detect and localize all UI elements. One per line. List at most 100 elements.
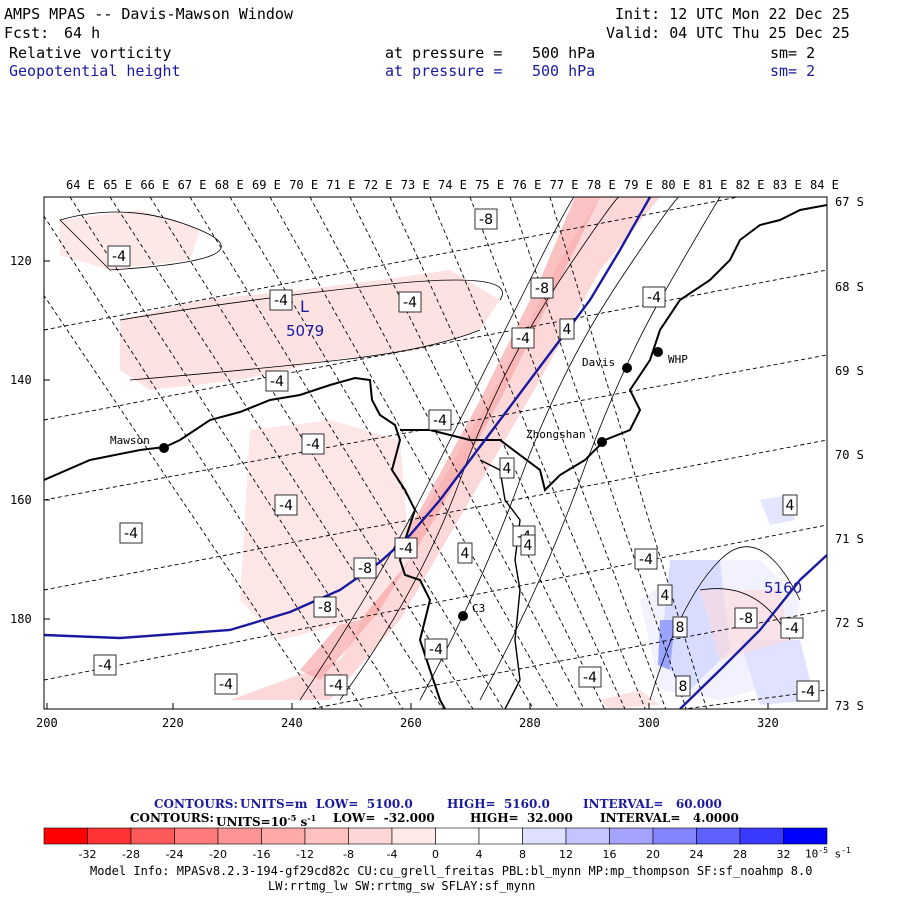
colorbar-tick-label: 32 xyxy=(777,848,791,861)
top-lon-label: 66 E xyxy=(140,178,169,192)
vorticity-label-box xyxy=(578,666,602,688)
station-label-mawson: Mawson xyxy=(110,434,150,447)
colorbar-cell xyxy=(87,827,132,845)
right-lat-label: 73 S xyxy=(835,699,864,713)
top-lon-label: 67 E xyxy=(178,178,207,192)
top-lon-label: 68 E xyxy=(215,178,244,192)
colorbar-cell xyxy=(435,827,480,845)
vorticity-label-box xyxy=(657,584,673,606)
colorbar-cell xyxy=(609,827,654,845)
vorticity-label: -4 xyxy=(403,295,417,311)
colorbar-tick-label: 24 xyxy=(690,848,704,861)
field-2-name: Geopotential height xyxy=(9,62,181,80)
colorbar-tick-label: 28 xyxy=(733,848,747,861)
top-lon-label: 72 E xyxy=(364,178,393,192)
vorticity-label-box xyxy=(394,537,418,559)
vorticity-label-box xyxy=(734,607,758,629)
vorticity-label-box xyxy=(672,616,688,638)
top-lon-label: 76 E xyxy=(512,178,541,192)
bottom-axis-tick-label: 240 xyxy=(281,716,303,730)
vorticity-label: -4 xyxy=(329,678,343,694)
map-plot-area xyxy=(44,197,827,709)
contours-height-high: HIGH= 5160.0 xyxy=(447,797,550,811)
vorticity-label-box xyxy=(474,208,498,230)
colorbar-cell xyxy=(174,827,219,845)
vorticity-label: -4 xyxy=(98,658,112,674)
vorticity-label: 8 xyxy=(679,679,688,695)
colorbar-tick-label: 16 xyxy=(603,848,617,861)
model-info-line-1: Model Info: MPASv8.2.3-194-gf29cd82c CU:… xyxy=(90,864,813,878)
vorticity-label: -4 xyxy=(516,331,530,347)
colorbar-tick-label: -8 xyxy=(343,848,354,861)
contours-vort-interval: INTERVAL= 4.0000 xyxy=(600,811,739,825)
left-axis-labels: 120 140 160 180 xyxy=(10,254,32,626)
colorbar-cell xyxy=(652,827,697,845)
vorticity-label: -8 xyxy=(318,600,332,616)
plot-frame xyxy=(43,196,828,710)
vorticity-label: 4 xyxy=(524,538,533,554)
vorticity-label: -4 xyxy=(801,684,815,700)
vorticity-label-box xyxy=(353,557,377,579)
vorticity-label: -4 xyxy=(433,413,447,429)
valid-time: Valid: 04 UTC Thu 25 Dec 25 xyxy=(606,24,850,42)
bottom-axis-tick-label: 300 xyxy=(638,716,660,730)
top-lon-label: 75 E xyxy=(475,178,504,192)
vorticity-label-box xyxy=(796,680,820,702)
top-lon-label: 79 E xyxy=(624,178,653,192)
vorticity-label: -4 xyxy=(219,677,233,693)
colorbar-tick-label: 4 xyxy=(476,848,483,861)
vorticity-label: -4 xyxy=(647,290,661,306)
vorticity-label: 4 xyxy=(563,322,572,338)
station-label-c3: C3 xyxy=(472,602,485,615)
vorticity-label: -4 xyxy=(306,437,320,453)
bottom-axis-tick-label: 220 xyxy=(162,716,184,730)
vorticity-label: -8 xyxy=(358,561,372,577)
vorticity-label-box xyxy=(313,596,337,618)
vorticity-label: 4 xyxy=(661,588,670,604)
contours-vort-low: LOW= -32.000 xyxy=(333,811,435,825)
vorticity-label: -8 xyxy=(535,281,549,297)
contours-vort-prefix: CONTOURS: xyxy=(130,811,214,825)
right-lat-label: 69 S xyxy=(835,364,864,378)
vorticity-label-box xyxy=(642,286,666,308)
vorticity-label: -4 xyxy=(112,249,126,265)
vorticity-label-box xyxy=(93,654,117,676)
colorbar-cell xyxy=(348,827,393,845)
right-lat-label: 67 S xyxy=(835,195,864,209)
coastline xyxy=(44,204,827,709)
vorticity-label: -4 xyxy=(583,670,597,686)
top-lon-label: 69 E xyxy=(252,178,281,192)
colorbar-cell xyxy=(391,827,436,845)
init-time: Init: 12 UTC Mon 22 Dec 25 xyxy=(615,5,850,23)
inland-line xyxy=(479,459,521,709)
left-axis-tick-label: 120 xyxy=(10,254,32,268)
vorticity-label-box xyxy=(398,291,422,313)
fcst-label: Fcst: xyxy=(4,24,50,42)
left-axis-tick-label: 180 xyxy=(10,612,32,626)
low-marker-label: L xyxy=(300,297,309,316)
contours-vort-high: HIGH= 32.000 xyxy=(470,811,573,825)
field-2-level: 500 hPa xyxy=(532,62,596,80)
station-label-zhongshan: Zhongshan xyxy=(526,428,586,441)
top-lon-label: 65 E xyxy=(103,178,132,192)
colorbar-tick-label: -32 xyxy=(79,848,97,861)
vorticity-label: -4 xyxy=(399,541,413,557)
map-title: AMPS MPAS -- Davis-Mawson Window xyxy=(4,5,293,23)
colorbar-tick-label: -4 xyxy=(387,848,398,861)
field-1-name: Relative vorticity xyxy=(9,44,172,62)
top-lon-label: 77 E xyxy=(550,178,579,192)
contours-height-interval: INTERVAL= 60.000 xyxy=(583,797,722,811)
right-lat-label: 71 S xyxy=(835,532,864,546)
colorbar-tick-label: -12 xyxy=(296,848,314,861)
vorticity-label-box xyxy=(675,675,691,697)
colorbar-tick-label: -24 xyxy=(166,848,184,861)
contours-height-low: LOW= 5100.0 xyxy=(316,797,413,811)
top-longitude-labels: 64 E 65 E 66 E 67 E 68 E 69 E 70 E 71 E 72 E 73 E… xyxy=(66,178,839,192)
top-lon-label: 70 E xyxy=(289,178,318,192)
colorbar-cell xyxy=(522,827,567,845)
vorticity-shading xyxy=(60,197,815,709)
vorticity-contour-labels: -8 -8 -8 -8 -4 -4 -4 -4 -4 -4 -4 -4 -4 -4 -4 -4 -4 -4 -4 -4… xyxy=(93,208,820,702)
vorticity-label-box xyxy=(499,457,515,479)
colorbar-tick-label: 8 xyxy=(519,848,526,861)
top-lon-label: 74 E xyxy=(438,178,467,192)
